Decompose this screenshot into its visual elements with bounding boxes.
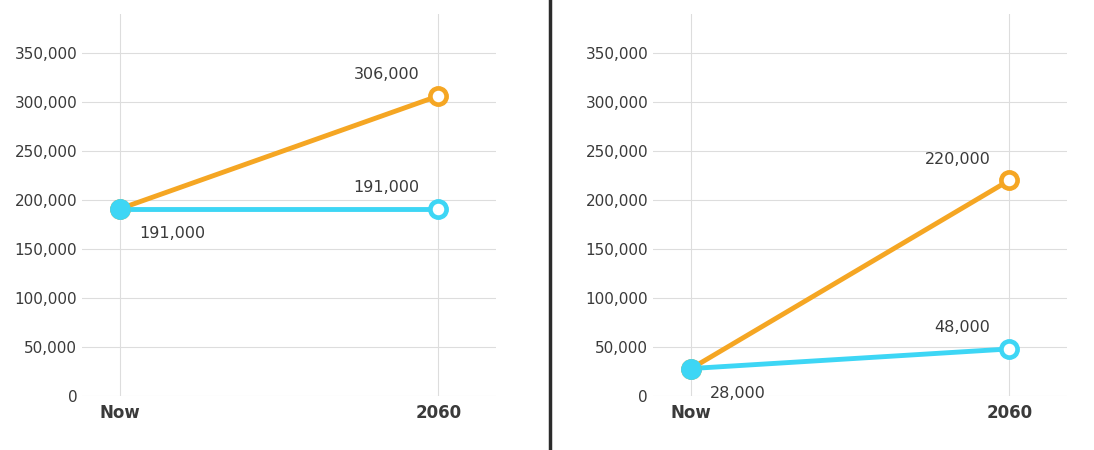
Text: 220,000: 220,000: [924, 152, 990, 166]
Text: 48,000: 48,000: [934, 320, 990, 335]
Text: 191,000: 191,000: [139, 226, 206, 241]
Text: 306,000: 306,000: [353, 67, 419, 82]
Text: 191,000: 191,000: [353, 180, 419, 195]
Text: 28,000: 28,000: [710, 386, 766, 401]
